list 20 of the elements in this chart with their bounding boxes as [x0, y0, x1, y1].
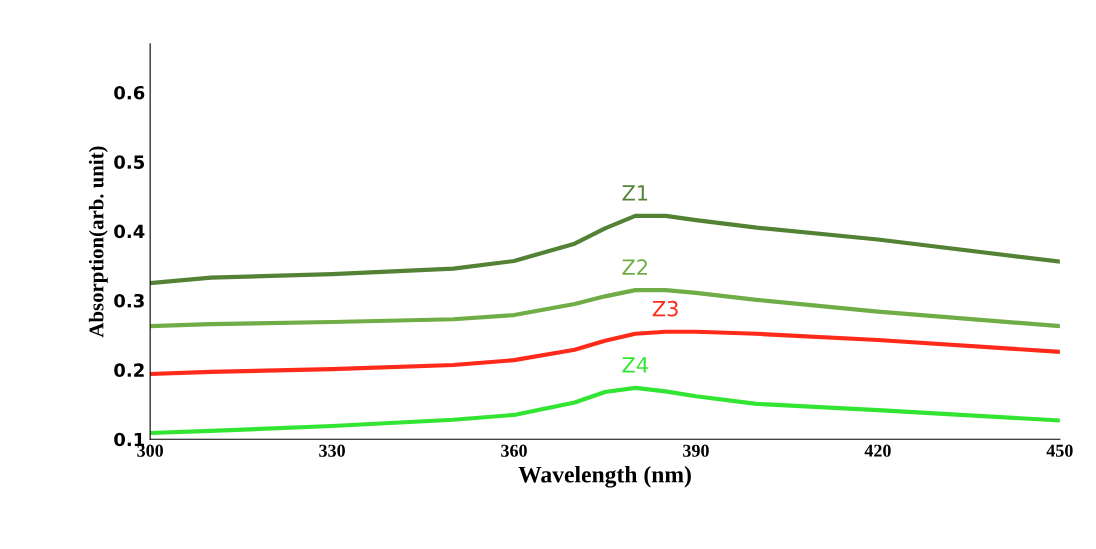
line-series: [150, 385, 1060, 436]
line-series: [150, 329, 1060, 377]
x-axis-title: Wavelength (nm): [518, 465, 691, 488]
y-tick-label: 0.4: [114, 224, 145, 239]
series-label: Z4: [622, 357, 648, 373]
x-tick-label: 450: [1046, 444, 1073, 457]
y-tick-label: 0.5: [114, 155, 145, 169]
series-label: Z2: [622, 259, 647, 275]
y-axis-title: Absorption(arb. unit): [88, 146, 108, 338]
x-tick-label: 330: [319, 444, 345, 457]
x-tick-label: 360: [501, 444, 527, 457]
series-label: Z3: [652, 300, 678, 317]
y-tick-label: 0.3: [114, 293, 144, 308]
x-tick-label: 420: [864, 444, 891, 457]
line-series: [150, 213, 1060, 286]
y-tick-label: 0.6: [114, 85, 145, 100]
line-series: [150, 288, 1060, 329]
series-label: Z1: [622, 185, 648, 201]
y-tick-label: 0.2: [114, 363, 144, 377]
x-tick-label: 390: [683, 444, 709, 457]
